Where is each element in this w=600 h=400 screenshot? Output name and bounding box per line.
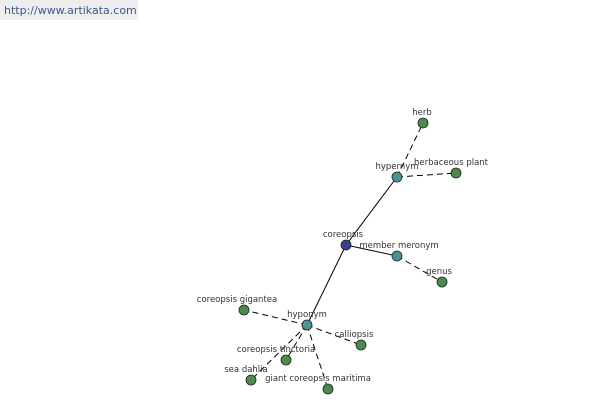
- node[interactable]: [417, 117, 429, 129]
- node-label: calliopsis: [335, 330, 374, 340]
- node[interactable]: [355, 339, 367, 351]
- edge: [396, 255, 443, 283]
- node[interactable]: [238, 304, 250, 316]
- edge: [345, 244, 398, 257]
- node[interactable]: [280, 354, 292, 366]
- node-label: coreopsis gigantea: [197, 295, 277, 305]
- node[interactable]: [301, 319, 313, 331]
- node-label: genus: [426, 267, 452, 277]
- edge: [306, 324, 329, 390]
- node-label: herbaceous plant: [414, 158, 489, 168]
- edge: [285, 324, 308, 361]
- node[interactable]: [450, 167, 462, 179]
- node[interactable]: [340, 239, 352, 251]
- node-label: hyponym: [287, 310, 327, 320]
- node-label: coreopsis tinctoria: [237, 345, 315, 355]
- node-label: giant coreopsis maritima: [265, 374, 371, 384]
- nodes: [238, 117, 462, 395]
- node[interactable]: [245, 374, 257, 386]
- node[interactable]: [436, 276, 448, 288]
- edge: [396, 172, 457, 178]
- node-label: coreopsis: [323, 230, 364, 240]
- node-label: hypernym: [375, 162, 418, 172]
- edge: [345, 176, 398, 246]
- node-label: sea dahlia: [224, 365, 268, 375]
- labels: coreopsis hypernym herb herbaceous plant…: [197, 108, 489, 384]
- node-label: herb: [412, 108, 432, 118]
- edges: [243, 122, 457, 390]
- edge: [243, 309, 308, 326]
- node[interactable]: [322, 383, 334, 395]
- node[interactable]: [391, 250, 403, 262]
- edge: [306, 244, 347, 326]
- edge: [250, 324, 308, 381]
- node-label: member meronym: [359, 241, 438, 251]
- node[interactable]: [391, 171, 403, 183]
- site-url[interactable]: http://www.artikata.com: [0, 0, 138, 20]
